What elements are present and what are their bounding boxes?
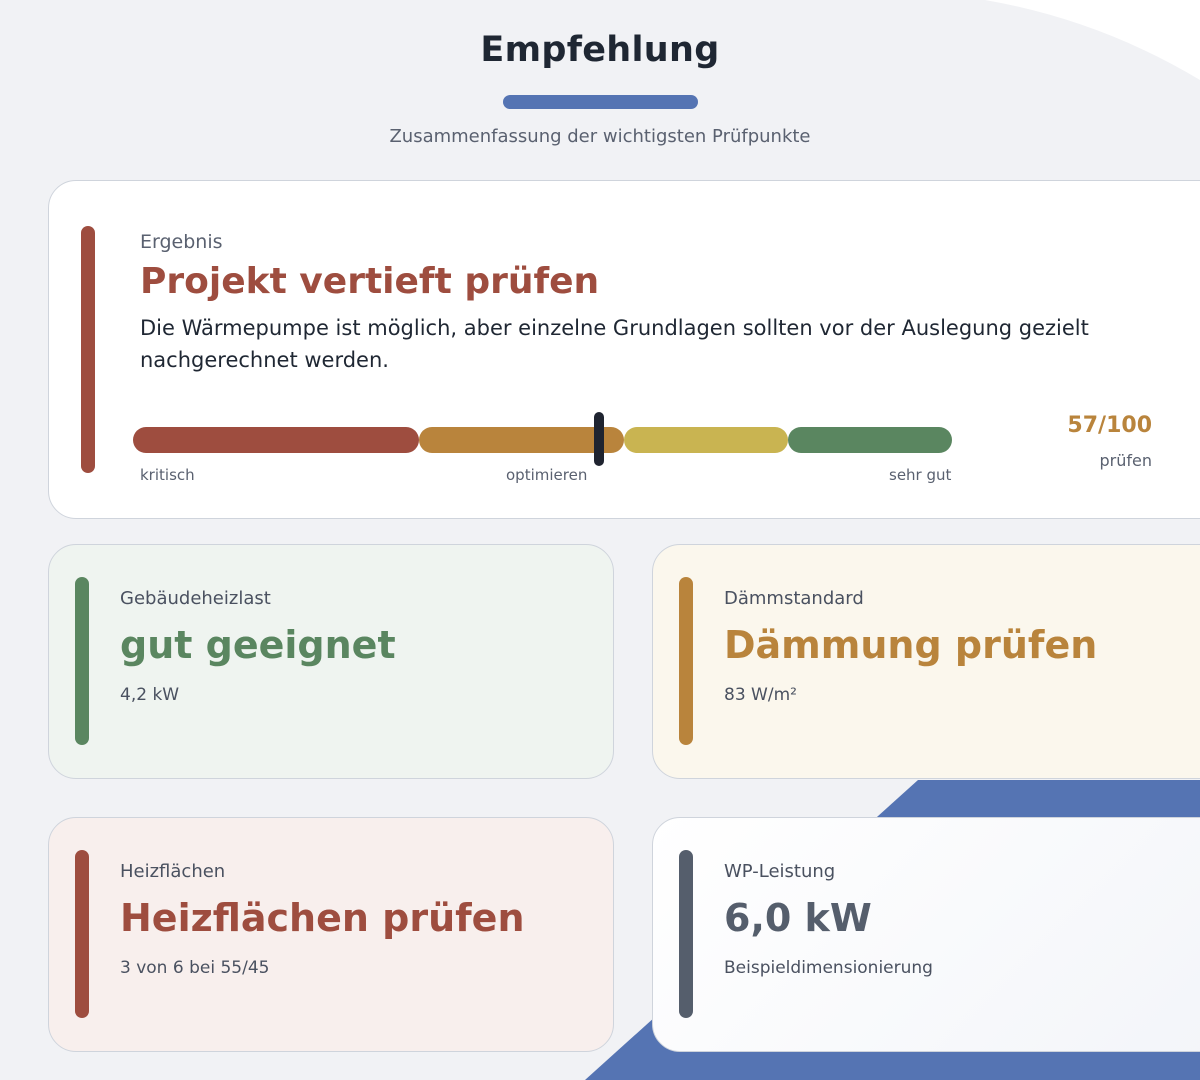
heizlast-accent-bar [75, 577, 89, 745]
scale-segment-critical [133, 427, 419, 453]
wp-label: WP-Leistung [724, 861, 836, 882]
page-subtitle: Zusammenfassung der wichtigsten Prüfpunk… [389, 126, 811, 147]
rating-scale [133, 412, 953, 466]
card-wp-leistung: WP-Leistung 6,0 kW Beispieldimensionieru… [652, 817, 1200, 1052]
scale-label-very-good: sehr gut [889, 466, 952, 484]
daemm-headline: Dämmung prüfen [724, 623, 1098, 667]
result-accent-bar [81, 226, 95, 473]
card-heizflaechen: Heizflächen Heizflächen prüfen 3 von 6 b… [48, 817, 614, 1052]
score-marker [594, 412, 604, 466]
daemm-label: Dämmstandard [724, 588, 864, 609]
heizfl-headline: Heizflächen prüfen [120, 896, 525, 940]
result-headline: Projekt vertieft prüfen [140, 261, 600, 302]
scale-label-critical: kritisch [140, 466, 195, 484]
heizfl-detail: 3 von 6 bei 55/45 [120, 958, 270, 978]
card-daemmstandard: Dämmstandard Dämmung prüfen 83 W/m² [652, 544, 1200, 779]
wp-detail: Beispieldimensionierung [724, 958, 933, 978]
heizfl-label: Heizflächen [120, 861, 226, 882]
result-description: Die Wärmepumpe ist möglich, aber einzeln… [140, 316, 1089, 372]
wp-headline: 6,0 kW [724, 896, 872, 940]
score-status: prüfen [1099, 451, 1153, 470]
score-value: 57/100 [1067, 413, 1152, 438]
card-heizlast: Gebäudeheizlast gut geeignet 4,2 kW [48, 544, 614, 779]
title-underline [503, 95, 698, 109]
daemm-detail: 83 W/m² [724, 685, 797, 705]
result-label: Ergebnis [140, 231, 223, 253]
scale-segment-optimize [419, 427, 624, 453]
daemm-accent-bar [679, 577, 693, 745]
heizlast-label: Gebäudeheizlast [120, 588, 271, 609]
page-title: Empfehlung [480, 30, 720, 70]
background-white-wedge [985, 0, 1200, 80]
scale-segment-good [624, 427, 788, 453]
heizlast-detail: 4,2 kW [120, 685, 180, 705]
result-card: Ergebnis Projekt vertieft prüfen Die Wär… [48, 180, 1200, 519]
scale-segment-very-good [788, 427, 952, 453]
scale-label-optimize: optimieren [506, 466, 588, 484]
wp-accent-bar [679, 850, 693, 1018]
heizlast-headline: gut geeignet [120, 623, 396, 667]
heizfl-accent-bar [75, 850, 89, 1018]
